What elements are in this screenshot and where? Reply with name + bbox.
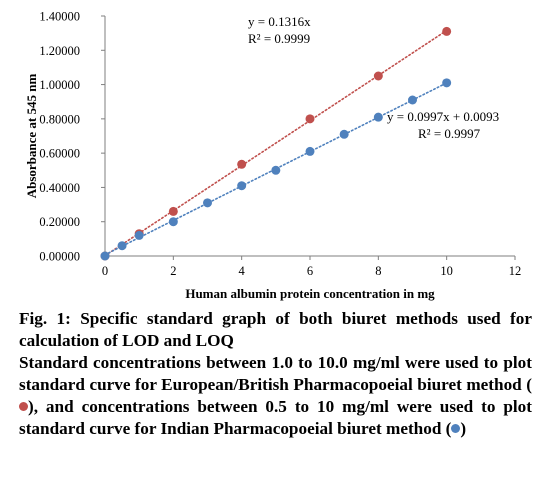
x-tick-label: 8 [375,264,381,278]
series-2-point [408,95,417,105]
x-axis-title: Human albumin protein concentration in m… [185,286,435,301]
caption-text-part2: ), and concentrations between 0.5 to 10 … [19,397,532,438]
y-tick-label: 0.20000 [39,215,80,229]
y-tick-label: 0.60000 [39,147,80,161]
series-2-point [305,146,315,156]
series-1-equation: y = 0.1316x [248,14,311,29]
blue-dot-icon [451,424,461,433]
y-tick-label: 1.20000 [39,44,80,58]
x-tick-label: 6 [307,264,313,278]
x-tick-label: 12 [509,264,522,278]
series-2-point [237,181,247,191]
caption-text-part3: ) [460,419,467,438]
series-1-point [442,26,452,36]
y-tick-label: 0.00000 [39,250,80,264]
caption-text-part1: Standard concentrations between 1.0 to 1… [19,353,532,394]
y-tick-label: 1.00000 [39,78,80,92]
series-2-point [203,198,212,208]
series-2-point [134,230,144,240]
series-2-point [339,129,349,139]
series-2-point [168,217,178,227]
series-2-point [117,241,127,251]
y-tick-label: 0.40000 [39,181,80,195]
y-axis-title: Absorbance at 545 nm [24,74,39,199]
red-dot-icon [19,402,28,411]
x-tick-label: 2 [170,264,176,278]
series-2-point [100,251,110,261]
figure-caption: Fig. 1: Specific standard graph of both … [19,308,532,440]
series-1-point [168,206,178,216]
y-tick-label: 0.80000 [39,112,80,126]
caption-title: Fig. 1: Specific standard graph of both … [19,309,532,350]
x-tick-label: 10 [440,264,453,278]
x-tick-label: 4 [239,264,246,278]
series-1-r2: R² = 0.9999 [248,31,310,46]
caption-description: Standard concentrations between 1.0 to 1… [19,352,532,440]
series-1-point [305,114,315,124]
y-tick-label: 1.40000 [39,10,80,24]
series-2-r2: R² = 0.9997 [418,126,481,141]
series-1-point [373,71,383,81]
series-2-point [373,112,383,122]
series-1-trendline [104,29,448,257]
chart-svg: Absorbance at 545 nm Human albumin prote… [24,10,522,302]
series-2-point [442,78,452,88]
chart-area: Absorbance at 545 nm Human albumin prote… [24,10,522,302]
series-1-point [237,159,247,169]
series-2-point [271,165,281,175]
series-2-equation: y = 0.0997x + 0.0093 [387,109,499,124]
x-tick-label: 0 [102,264,108,278]
